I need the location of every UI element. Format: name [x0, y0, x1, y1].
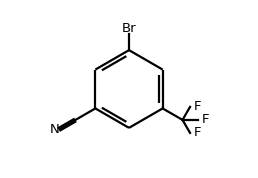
Text: N: N	[50, 123, 60, 136]
Text: Br: Br	[122, 22, 136, 35]
Text: F: F	[194, 100, 201, 113]
Text: F: F	[194, 126, 201, 139]
Text: F: F	[201, 113, 209, 126]
